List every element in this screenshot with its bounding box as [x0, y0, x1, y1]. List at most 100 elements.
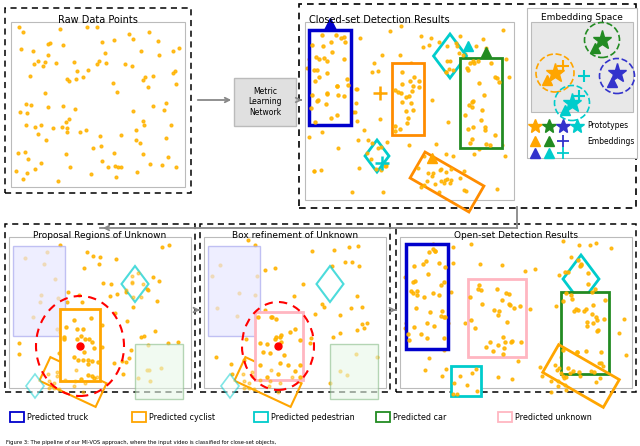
Point	[367, 140, 377, 147]
Point	[342, 81, 353, 88]
Point	[289, 292, 300, 299]
Point	[588, 319, 598, 326]
Point	[109, 37, 120, 44]
Point	[255, 372, 265, 380]
Point	[481, 141, 491, 148]
Point	[330, 85, 340, 92]
Point	[504, 290, 514, 297]
Point	[274, 362, 284, 369]
Point	[264, 350, 275, 357]
Point	[17, 29, 28, 36]
Point	[500, 153, 510, 160]
Point	[61, 323, 71, 330]
Point	[572, 349, 582, 356]
Point	[475, 260, 485, 268]
Point	[559, 381, 570, 388]
Point	[411, 305, 421, 312]
Point	[295, 374, 305, 381]
Polygon shape	[221, 374, 239, 398]
Point	[170, 67, 180, 74]
Point	[127, 278, 137, 285]
Point	[550, 302, 561, 309]
Point	[583, 269, 593, 277]
Point	[498, 351, 508, 358]
Point	[292, 314, 303, 321]
Point	[553, 377, 563, 384]
Point	[485, 339, 495, 346]
Point	[42, 371, 52, 378]
Point	[354, 263, 364, 270]
Point	[401, 320, 412, 327]
Point	[500, 339, 510, 346]
Point	[413, 165, 424, 172]
Point	[120, 286, 131, 293]
Point	[156, 365, 166, 372]
Point	[424, 355, 434, 362]
Point	[56, 124, 67, 131]
Point	[477, 301, 487, 308]
Point	[247, 373, 257, 380]
Point	[426, 34, 436, 41]
Point	[485, 141, 495, 149]
Point	[252, 313, 262, 320]
Point	[173, 44, 184, 51]
Point	[595, 375, 605, 382]
Point	[103, 164, 113, 171]
Point	[171, 80, 181, 87]
Point	[65, 164, 75, 171]
Point	[339, 92, 349, 99]
Point	[537, 372, 547, 380]
Point	[138, 281, 148, 288]
Point	[444, 66, 454, 73]
Point	[316, 301, 326, 308]
Point	[36, 291, 46, 298]
Point	[62, 125, 72, 132]
Point	[157, 244, 167, 251]
Point	[373, 67, 383, 74]
Point	[51, 60, 61, 67]
Bar	[451, 366, 481, 396]
Point	[566, 324, 576, 331]
Point	[211, 354, 221, 361]
Point	[407, 88, 417, 95]
Point	[420, 257, 431, 264]
Point	[93, 359, 103, 366]
Point	[42, 52, 52, 59]
Point	[62, 298, 72, 305]
Point	[449, 379, 459, 386]
Point	[60, 118, 70, 125]
Point	[564, 370, 575, 377]
Point	[352, 86, 362, 93]
Text: Predicted car: Predicted car	[393, 413, 446, 421]
Point	[355, 35, 365, 42]
Point	[410, 323, 420, 330]
Point	[143, 83, 154, 90]
Point	[441, 69, 451, 76]
Point	[448, 244, 458, 251]
Point	[395, 125, 405, 132]
Point	[463, 67, 474, 74]
Point	[448, 60, 458, 67]
Point	[48, 124, 58, 132]
Point	[72, 336, 82, 343]
Point	[36, 122, 46, 129]
Point	[409, 262, 419, 269]
Point	[20, 149, 30, 156]
Point	[136, 48, 147, 55]
Point	[28, 48, 38, 55]
Point	[466, 317, 476, 324]
Point	[306, 104, 316, 112]
Point	[563, 364, 573, 371]
Point	[109, 360, 120, 367]
Point	[371, 165, 381, 172]
Point	[159, 107, 169, 114]
Point	[596, 348, 607, 355]
Point	[327, 49, 337, 56]
Point	[168, 70, 178, 77]
Bar	[392, 63, 424, 135]
Point	[285, 328, 296, 335]
Bar	[5, 224, 195, 392]
Point	[283, 355, 293, 363]
Bar	[135, 344, 183, 399]
Point	[142, 285, 152, 292]
